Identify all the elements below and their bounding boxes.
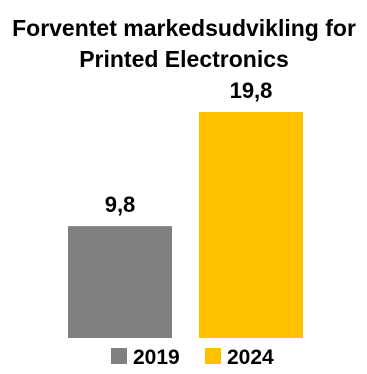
legend-label-2019: 2019 <box>133 346 180 369</box>
bar-2019 <box>68 226 172 338</box>
legend-swatch-2019 <box>111 348 127 364</box>
value-label-2024: 19,8 <box>230 78 273 103</box>
bars-group: 9,8 19,8 <box>68 78 303 338</box>
chart-title-line-1: Forventet markedsudvikling for <box>12 15 356 41</box>
legend-swatch-2024 <box>205 348 221 364</box>
legend-label-2024: 2024 <box>227 346 274 369</box>
value-label-2019: 9,8 <box>105 192 136 217</box>
bar-2024 <box>199 111 303 338</box>
chart-title-line-2: Printed Electronics <box>79 46 289 72</box>
legend: 2019 2024 <box>111 346 274 369</box>
